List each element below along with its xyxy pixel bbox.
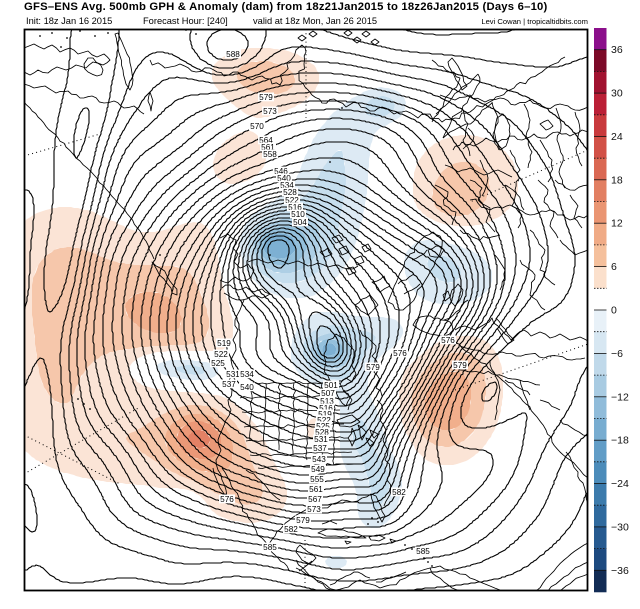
svg-text:540: 540: [277, 174, 291, 183]
svg-text:507: 507: [321, 389, 335, 398]
svg-text:525: 525: [211, 359, 225, 368]
svg-text:522: 522: [317, 416, 331, 425]
svg-text:513: 513: [320, 397, 334, 406]
svg-text:579: 579: [259, 93, 273, 102]
svg-text:0: 0: [611, 305, 617, 317]
svg-text:522: 522: [285, 196, 299, 205]
svg-text:525: 525: [316, 422, 330, 431]
svg-text:558: 558: [263, 150, 277, 159]
svg-text:585: 585: [263, 543, 277, 552]
svg-text:531: 531: [314, 435, 328, 444]
svg-text:24: 24: [611, 131, 623, 143]
svg-text:519: 519: [318, 410, 332, 419]
svg-text:−6: −6: [611, 348, 623, 360]
svg-text:588: 588: [226, 50, 240, 59]
svg-text:522: 522: [214, 350, 228, 359]
svg-text:537: 537: [313, 444, 327, 453]
svg-text:534: 534: [280, 181, 294, 190]
svg-text:561: 561: [261, 143, 275, 152]
svg-text:528: 528: [315, 428, 329, 437]
svg-text:573: 573: [307, 505, 321, 514]
svg-text:540: 540: [240, 383, 254, 392]
svg-text:516: 516: [288, 203, 302, 212]
svg-text:−30: −30: [611, 521, 629, 533]
svg-text:549: 549: [311, 465, 325, 474]
svg-text:−36: −36: [611, 565, 629, 577]
svg-text:543: 543: [312, 455, 326, 464]
svg-text:570: 570: [250, 122, 264, 131]
svg-text:585: 585: [416, 547, 430, 556]
svg-text:12: 12: [611, 218, 623, 230]
svg-text:561: 561: [309, 485, 323, 494]
svg-text:534: 534: [240, 370, 254, 379]
svg-text:582: 582: [284, 525, 298, 534]
svg-text:576: 576: [220, 495, 234, 504]
svg-text:555: 555: [310, 475, 324, 484]
svg-text:−12: −12: [611, 391, 629, 403]
svg-text:579: 579: [296, 516, 310, 525]
svg-text:−24: −24: [611, 478, 629, 490]
svg-text:30: 30: [611, 88, 623, 100]
svg-text:−18: −18: [611, 435, 629, 447]
svg-text:501: 501: [324, 381, 338, 390]
svg-text:6: 6: [611, 261, 617, 273]
svg-text:576: 576: [441, 336, 455, 345]
svg-text:582: 582: [392, 488, 406, 497]
svg-text:531: 531: [226, 370, 240, 379]
svg-text:546: 546: [274, 167, 288, 176]
svg-text:519: 519: [217, 339, 231, 348]
svg-text:516: 516: [319, 404, 333, 413]
svg-text:36: 36: [611, 44, 623, 56]
svg-text:564: 564: [259, 136, 273, 145]
svg-text:528: 528: [283, 188, 297, 197]
svg-text:18: 18: [611, 174, 623, 186]
svg-text:579: 579: [366, 363, 380, 372]
svg-text:504: 504: [293, 218, 307, 227]
svg-text:573: 573: [263, 107, 277, 116]
svg-text:576: 576: [393, 349, 407, 358]
svg-text:579: 579: [453, 361, 467, 370]
svg-text:567: 567: [308, 495, 322, 504]
svg-text:537: 537: [222, 380, 236, 389]
svg-text:510: 510: [291, 210, 305, 219]
